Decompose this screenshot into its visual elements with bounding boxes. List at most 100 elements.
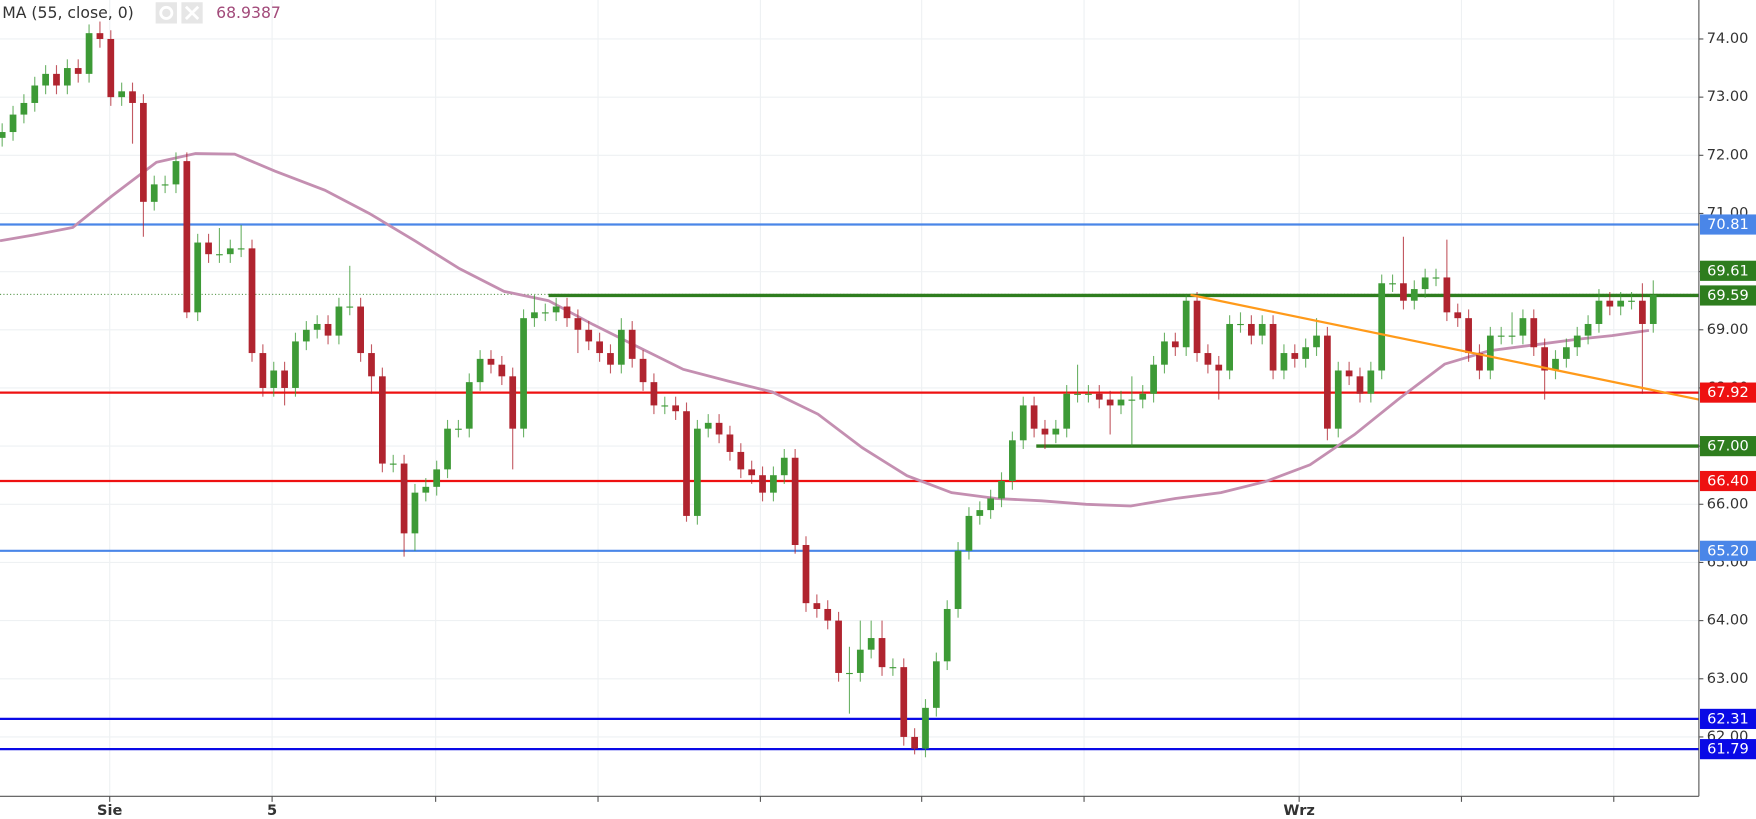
x-tick-label: 5 <box>267 802 277 819</box>
candle-body <box>1193 300 1201 354</box>
candle-body <box>259 353 267 388</box>
candle-body <box>1573 335 1581 348</box>
candle-body <box>1313 335 1320 348</box>
candle-body <box>346 306 354 308</box>
candle-body <box>389 463 397 465</box>
candle-body <box>1085 393 1092 395</box>
candle-body <box>791 457 799 545</box>
candle-body <box>1486 335 1494 371</box>
candle-body <box>596 341 603 354</box>
candle-body <box>422 486 430 493</box>
candle-body <box>205 242 212 255</box>
candle-body <box>194 242 202 313</box>
candle-body <box>1161 341 1168 365</box>
candle-body <box>476 358 484 383</box>
candle-body <box>976 510 984 516</box>
candle-body <box>1606 300 1614 307</box>
grid <box>0 0 1699 797</box>
candle-body <box>1356 376 1364 394</box>
candle-body <box>889 667 897 669</box>
candle-body <box>1041 428 1049 435</box>
last-price-tag: 69.61 <box>1707 262 1749 279</box>
candle-body <box>770 475 777 493</box>
candle-body <box>1237 323 1244 326</box>
candle-body <box>900 667 908 737</box>
candle-body <box>878 638 886 668</box>
candle-body <box>444 428 451 470</box>
candle-body <box>683 411 690 516</box>
candle-body <box>487 358 495 365</box>
candle-body <box>20 102 28 115</box>
candle-body <box>1052 428 1060 435</box>
candle-body <box>585 329 593 342</box>
candle-body <box>1106 399 1114 406</box>
candle-body <box>780 457 788 476</box>
candle-body <box>813 603 821 609</box>
candle-body <box>552 306 560 313</box>
candle-body <box>1009 440 1016 482</box>
candle-body <box>42 73 49 86</box>
candle-body <box>1552 358 1559 371</box>
candle-body <box>1497 335 1505 337</box>
candle-body <box>1617 300 1625 307</box>
candle-body <box>1378 283 1386 371</box>
candle-body <box>31 85 39 103</box>
settings-button[interactable] <box>155 2 177 24</box>
y-tick-label: 72.00 <box>1707 146 1749 163</box>
plot-area <box>0 21 1700 758</box>
candle-body <box>1128 399 1136 401</box>
candle-body <box>509 376 517 429</box>
candle-body <box>650 382 658 406</box>
candle-body <box>1226 323 1233 371</box>
candle-body <box>324 323 332 336</box>
level-tag-bg <box>1700 382 1756 403</box>
legend-value: 68.9387 <box>216 3 281 22</box>
y-tick-label: 64.00 <box>1707 612 1749 629</box>
candle-body <box>378 376 386 464</box>
remove-icon <box>184 5 200 21</box>
candle-body <box>1269 323 1277 371</box>
candle-body <box>639 358 647 383</box>
x-tick-label: Sie <box>97 802 122 819</box>
candle-body <box>172 161 180 185</box>
candle-body <box>932 661 940 708</box>
level-tag-bg <box>1700 739 1756 760</box>
candle-body <box>1389 283 1396 285</box>
candle-body <box>1280 353 1288 371</box>
candle-body <box>183 161 191 313</box>
candle-body <box>704 422 712 429</box>
candle-body <box>270 370 278 388</box>
candle-body <box>1508 335 1516 337</box>
last-price-tag-bg <box>1700 260 1756 281</box>
candle-body <box>226 248 234 255</box>
candle-body <box>85 33 93 74</box>
candle-body <box>617 329 625 365</box>
candle-body <box>1215 364 1223 371</box>
candle-body <box>672 405 680 412</box>
candle-body <box>1443 277 1451 313</box>
level-tag: 70.81 <box>1707 216 1749 233</box>
candle-body <box>1345 370 1353 377</box>
candle-body <box>965 515 973 551</box>
candle-body <box>216 254 223 256</box>
candle-body <box>1465 318 1472 354</box>
candle-body <box>1639 300 1646 324</box>
candle-body <box>281 370 288 388</box>
candle-body <box>1541 347 1548 371</box>
candle-body <box>357 306 364 354</box>
level-tag-bg <box>1700 470 1756 492</box>
level-tag-bg <box>1700 540 1756 561</box>
candle-body <box>856 649 864 673</box>
candle-body <box>0 132 6 138</box>
candle-body <box>759 475 766 493</box>
candle-body <box>1302 347 1310 359</box>
candle-body <box>1074 393 1081 395</box>
y-tick-label: 63.00 <box>1707 670 1749 687</box>
candle-body <box>1476 353 1483 371</box>
candle-body <box>1595 300 1603 324</box>
candle-body <box>161 184 169 186</box>
candle-body <box>737 451 745 470</box>
candle-body <box>1171 341 1179 348</box>
candle-body <box>1410 289 1418 301</box>
